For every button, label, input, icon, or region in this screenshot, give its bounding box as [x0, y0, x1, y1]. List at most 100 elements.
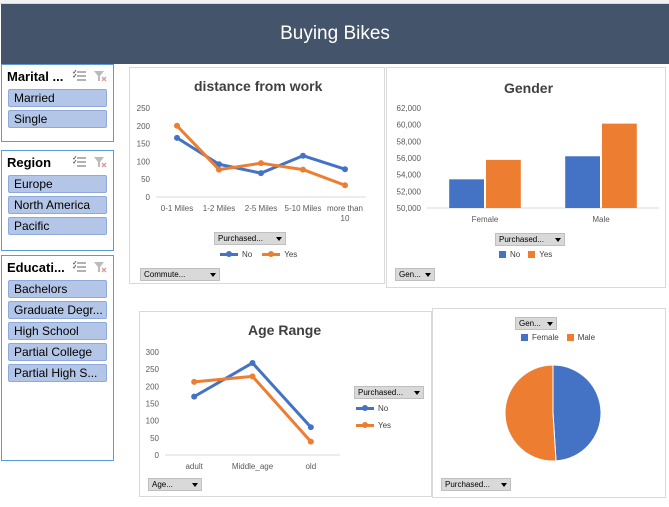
multi-select-icon[interactable] — [73, 261, 87, 273]
y-tick-label: 100 — [137, 157, 151, 166]
education-slicer-header: Educati... — [2, 256, 113, 278]
slicer-item-married[interactable]: Married — [8, 89, 107, 107]
bar-male-yes — [602, 123, 637, 208]
chevron-down-icon — [210, 273, 216, 277]
gender-pie-chart — [504, 364, 602, 462]
legend-yes-marker — [262, 251, 281, 257]
legend-yes-label: Yes — [378, 421, 392, 430]
distance-purchased-filter-label: Purchased... — [218, 234, 263, 243]
x-tick-label: Male — [592, 215, 610, 224]
y-tick-label: 56,000 — [397, 154, 422, 163]
y-tick-label: 150 — [146, 400, 160, 409]
data-point-no — [191, 393, 198, 400]
education-slicer: Educati... Bachelors Graduate Degr... Hi… — [1, 255, 114, 461]
x-tick-label: adult — [185, 462, 203, 471]
sheet-gridline — [0, 0, 669, 4]
pie-chart-panel: Gen... Female Male Purchased... — [432, 308, 666, 498]
gender-purchased-filter-label: Purchased... — [499, 235, 544, 244]
y-tick-label: 58,000 — [397, 137, 422, 146]
series-line-no — [176, 136, 346, 175]
legend-no-marker — [356, 405, 374, 411]
legend-no-label: No — [242, 250, 253, 259]
slicer-item-europe[interactable]: Europe — [8, 175, 107, 193]
y-tick-label: 250 — [146, 365, 160, 374]
pie-gen-filter-label: Gen... — [519, 319, 541, 328]
data-point-yes — [342, 182, 348, 189]
slicer-item-north-america[interactable]: North America — [8, 196, 107, 214]
slicer-item-partial-high-school[interactable]: Partial High S... — [8, 364, 107, 382]
age-chart-title: Age Range — [248, 322, 322, 338]
data-point-yes — [216, 166, 222, 173]
y-tick-label: 300 — [146, 348, 160, 357]
marital-slicer-title: Marital ... — [7, 68, 64, 84]
age-purchased-filter[interactable]: Purchased... — [354, 386, 424, 399]
y-tick-label: 54,000 — [397, 171, 422, 180]
x-tick-label: more than 10 — [327, 204, 363, 223]
gender-gen-filter[interactable]: Gen... — [395, 268, 435, 281]
distance-chart-title: distance from work — [194, 78, 323, 94]
pie-purchased-filter-label: Purchased... — [445, 480, 490, 489]
slicer-item-pacific[interactable]: Pacific — [8, 217, 107, 235]
bar-female-no — [449, 179, 484, 208]
bar-female-yes — [486, 159, 521, 208]
slicer-item-bachelors[interactable]: Bachelors — [8, 280, 107, 298]
legend-male-label: Male — [577, 333, 596, 342]
chevron-down-icon — [547, 322, 553, 326]
y-tick-label: 100 — [146, 417, 160, 426]
legend-female-swatch — [521, 334, 528, 341]
distance-commute-filter[interactable]: Commute... — [140, 268, 220, 281]
legend-no-marker — [220, 251, 238, 257]
legend-yes-marker — [356, 422, 374, 428]
x-tick-label: old — [305, 462, 316, 471]
gender-chart: 50,000 52,000 54,000 56,000 58,000 60,000 62,0… — [397, 104, 659, 224]
data-point-yes — [174, 122, 180, 129]
age-legend-yes: Yes — [356, 421, 391, 430]
education-slicer-title: Educati... — [7, 259, 65, 275]
data-point-yes — [307, 438, 314, 445]
y-tick-label: 52,000 — [397, 187, 422, 196]
y-tick-label: 200 — [137, 122, 151, 131]
x-tick-label: 2-5 Miles — [245, 204, 277, 213]
x-tick-label: 0-1 Miles — [161, 204, 193, 213]
age-age-filter[interactable]: Age... — [148, 478, 202, 491]
gender-purchased-filter[interactable]: Purchased... — [495, 233, 565, 246]
multi-select-icon[interactable] — [73, 156, 87, 168]
pie-legend: Female Male — [521, 333, 595, 342]
chevron-down-icon — [192, 483, 198, 487]
distance-purchased-filter[interactable]: Purchased... — [214, 232, 286, 245]
legend-yes-label: Yes — [284, 250, 298, 259]
slicer-item-high-school[interactable]: High School — [8, 322, 107, 340]
clear-filter-icon[interactable] — [93, 261, 107, 273]
pie-purchased-filter[interactable]: Purchased... — [441, 478, 511, 491]
chevron-down-icon — [276, 237, 282, 241]
series-line-yes — [175, 124, 346, 187]
y-tick-label: 0 — [146, 193, 151, 202]
distance-chart: 0 50 100 150 200 250 0-1 Miles 1-2 Miles 2-5 Mil… — [137, 104, 366, 223]
slicer-item-single[interactable]: Single — [8, 110, 107, 128]
data-point-no — [300, 152, 306, 159]
data-point-no — [249, 359, 256, 366]
chevron-down-icon — [425, 273, 431, 277]
gender-chart-panel: Gender 50,000 52,000 54,000 56,000 58,000 60,… — [386, 67, 666, 288]
clear-filter-icon[interactable] — [93, 156, 107, 168]
data-point-no — [216, 161, 222, 168]
chevron-down-icon — [501, 483, 507, 487]
multi-select-icon[interactable] — [73, 70, 87, 82]
gender-chart-title: Gender — [504, 80, 554, 96]
slicer-item-partial-college[interactable]: Partial College — [8, 343, 107, 361]
slicer-item-graduate-degree[interactable]: Graduate Degr... — [8, 301, 107, 319]
y-tick-label: 250 — [137, 104, 151, 113]
legend-yes-label: Yes — [539, 250, 553, 259]
pie-slice-male — [504, 364, 557, 462]
distance-chart-panel: distance from work 0 50 100 150 200 250 0-1 Mi… — [129, 67, 385, 284]
distance-legend: No Yes — [220, 250, 297, 259]
y-tick-label: 150 — [137, 140, 151, 149]
clear-filter-icon[interactable] — [93, 70, 107, 82]
y-tick-label: 200 — [146, 382, 160, 391]
legend-male-swatch — [566, 334, 574, 341]
pie-gen-filter[interactable]: Gen... — [515, 317, 557, 330]
legend-no-label: No — [510, 250, 521, 259]
distance-commute-filter-label: Commute... — [144, 270, 186, 279]
x-tick-label: Female — [472, 215, 499, 224]
age-purchased-filter-label: Purchased... — [358, 388, 403, 397]
